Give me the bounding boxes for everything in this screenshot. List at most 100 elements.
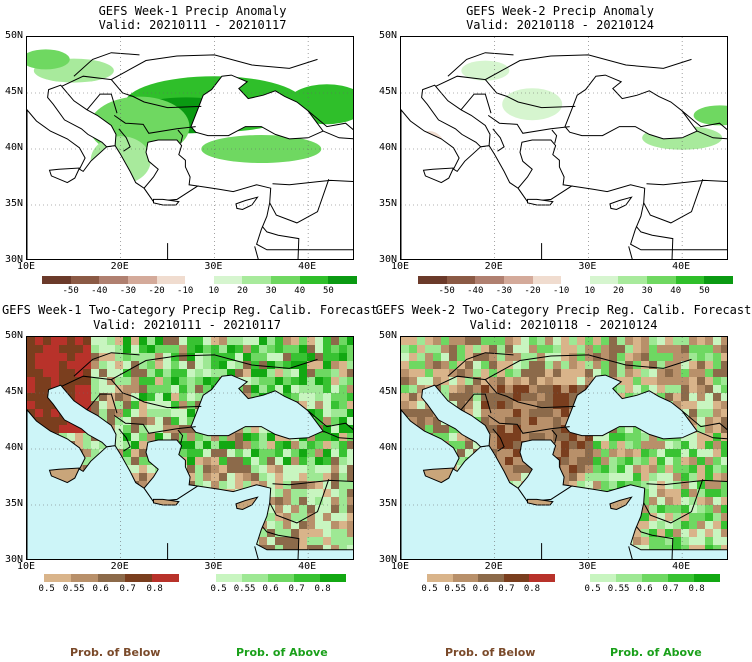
latitude-tick-label: 30N: [378, 254, 397, 265]
colorbar-swatch: [216, 574, 242, 582]
latitude-tick-label: 40N: [4, 142, 23, 153]
colorbar-swatch: [271, 276, 300, 284]
country-border: [492, 428, 505, 452]
colorbar-swatch: [185, 276, 214, 284]
crete-island: [153, 498, 180, 506]
above-probability-colorbar: [590, 574, 720, 582]
longitude-tick-label: 30E: [578, 561, 597, 572]
precip-anomaly-area: [502, 88, 563, 121]
colorbar-label: 0.6: [636, 584, 653, 594]
latitude-tick-label: 50N: [4, 30, 23, 41]
country-border: [254, 546, 259, 559]
country-border: [61, 354, 318, 387]
colorbar-swatch: [44, 574, 71, 582]
colorbar-swatch: [694, 574, 720, 582]
colorbar-swatch: [478, 574, 504, 582]
country-border: [322, 430, 353, 440]
colorbar-swatch: [616, 574, 642, 582]
country-border: [113, 414, 196, 434]
panel-title: GEFS Week-2 Two-Category Precip Reg. Cal…: [375, 303, 752, 317]
colorbar-swatch: [647, 276, 676, 284]
country-border: [628, 546, 633, 559]
colorbar-swatch: [299, 276, 329, 284]
country-border: [696, 430, 727, 440]
colorbar-label: 50: [322, 286, 334, 296]
longitude-tick-label: 30E: [204, 261, 223, 272]
colorbar-swatch: [532, 276, 562, 284]
anomaly-map: [400, 36, 728, 260]
colorbar-label: -40: [91, 286, 108, 296]
colorbar-label: 10: [208, 286, 220, 296]
colorbar-label: 0.6: [92, 584, 109, 594]
country-border: [118, 428, 131, 452]
colorbar-swatch: [418, 276, 447, 284]
legend-above-label: Prob. of Above: [610, 646, 702, 659]
country-border: [646, 479, 727, 486]
country-border: [73, 52, 140, 77]
sicily-island: [48, 467, 81, 484]
latitude-tick-label: 45N: [4, 386, 23, 397]
latitude-tick-label: 40N: [378, 442, 397, 453]
country-border: [110, 379, 202, 409]
country-border: [269, 479, 330, 524]
colorbar-label: -10: [177, 286, 194, 296]
latitude-tick-label: 45N: [378, 86, 397, 97]
longitude-tick-label: 10E: [16, 561, 36, 572]
country-border: [635, 525, 674, 559]
colorbar-label: 0.5: [210, 584, 227, 594]
latitude-tick-label: 40N: [4, 442, 23, 453]
colorbar-label: 0.7: [498, 584, 515, 594]
country-border: [635, 225, 674, 259]
black-sea: [190, 374, 324, 440]
colorbar-label: 0.6: [262, 584, 279, 594]
country-border: [492, 128, 505, 152]
panel-valid-dates: Valid: 20210111 - 20210117: [98, 18, 287, 32]
panel-valid-dates: Valid: 20210111 - 20210117: [93, 318, 281, 332]
latitude-tick-label: 30N: [4, 554, 23, 565]
latitude-tick-label: 35N: [378, 498, 397, 509]
adriatic-sea: [47, 384, 117, 448]
colorbar-swatch: [127, 276, 157, 284]
crete-island: [527, 198, 554, 206]
adriatic-sea: [47, 84, 117, 148]
longitude-tick-label: 10E: [16, 261, 36, 272]
colorbar-label: 20: [237, 286, 248, 296]
colorbar-label: -50: [438, 286, 455, 296]
country-border: [643, 179, 704, 224]
precip-anomaly-area: [27, 49, 70, 70]
colorbar-swatch: [320, 574, 346, 582]
colorbar-label: 40: [670, 286, 682, 296]
country-border: [261, 225, 300, 259]
country-border: [460, 93, 492, 114]
country-border: [307, 110, 353, 131]
black-sea: [564, 74, 698, 140]
colorbar-label: 0.5: [421, 584, 438, 594]
colorbar-label: -10: [553, 286, 570, 296]
black-sea: [564, 374, 698, 440]
colorbar-swatch: [98, 574, 125, 582]
colorbar-label: 0.8: [688, 584, 705, 594]
colorbar-label: 40: [294, 286, 306, 296]
panel-valid-dates: Valid: 20210118 - 20210124: [469, 318, 658, 332]
country-border: [261, 525, 300, 559]
country-border: [86, 393, 118, 414]
below-probability-colorbar: [44, 574, 179, 582]
crete-island: [153, 198, 180, 206]
legend-below-label: Prob. of Below: [70, 646, 161, 659]
colorbar-swatch: [328, 276, 357, 284]
colorbar-swatch: [589, 276, 619, 284]
country-border: [113, 114, 196, 134]
colorbar-label: -40: [467, 286, 484, 296]
country-border: [646, 179, 727, 186]
longitude-tick-label: 20E: [110, 261, 129, 272]
colorbar-swatch: [618, 276, 647, 284]
country-border: [322, 130, 353, 140]
longitude-tick-label: 30E: [578, 261, 597, 272]
latitude-tick-label: 30N: [4, 254, 23, 265]
colorbar-label: 0.7: [288, 584, 305, 594]
colorbar-label: 0.8: [146, 584, 163, 594]
colorbar-swatch: [152, 574, 179, 582]
precip-anomaly-area: [461, 60, 510, 81]
legend-below-label: Prob. of Below: [445, 646, 536, 659]
colorbar-label: 0.55: [444, 584, 466, 594]
